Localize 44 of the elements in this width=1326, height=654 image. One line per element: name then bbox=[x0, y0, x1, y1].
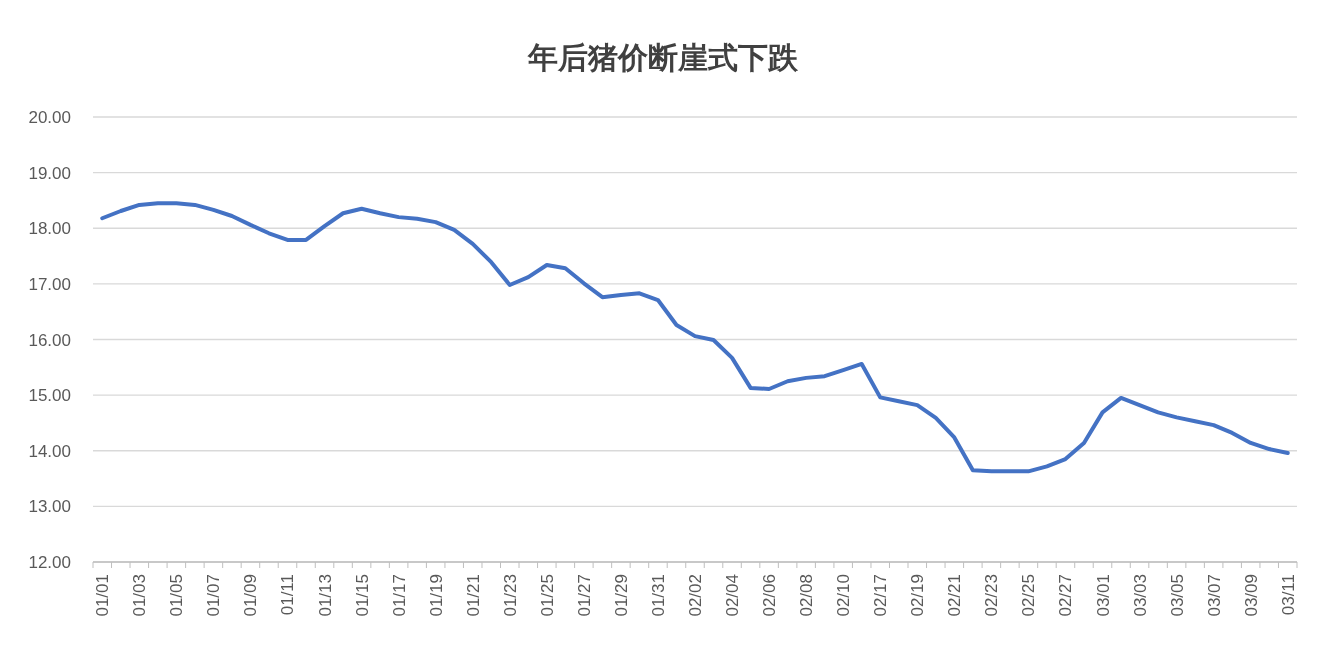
x-tick-label: 01/21 bbox=[463, 574, 483, 617]
x-tick-label: 01/25 bbox=[537, 574, 557, 617]
x-tick-label: 03/03 bbox=[1130, 574, 1150, 617]
y-tick-label: 18.00 bbox=[28, 219, 71, 239]
x-tick-label: 01/01 bbox=[93, 574, 113, 617]
x-tick-label: 01/15 bbox=[352, 574, 372, 617]
y-tick-label: 16.00 bbox=[28, 330, 71, 350]
x-tick-label: 02/19 bbox=[908, 574, 928, 617]
x-tick-label: 01/27 bbox=[574, 574, 594, 617]
x-tick-label: 03/11 bbox=[1278, 574, 1298, 616]
x-tick-label: 01/23 bbox=[500, 574, 520, 617]
x-tick-label: 01/05 bbox=[167, 574, 187, 617]
x-tick-label: 01/09 bbox=[241, 574, 261, 617]
y-tick-label: 13.00 bbox=[28, 497, 71, 517]
chart-title: 年后猪价断崖式下跌 bbox=[527, 41, 799, 74]
x-tick-label: 03/09 bbox=[1241, 574, 1261, 617]
x-tick-label: 02/27 bbox=[1056, 574, 1076, 617]
x-tick-label: 02/04 bbox=[723, 574, 743, 617]
x-tick-label: 02/02 bbox=[686, 574, 705, 617]
x-tick-label: 02/10 bbox=[834, 574, 854, 617]
x-tick-label: 01/11 bbox=[278, 574, 298, 616]
y-tick-label: 17.00 bbox=[28, 274, 71, 294]
y-tick-label: 19.00 bbox=[28, 163, 71, 183]
x-tick-label: 01/19 bbox=[426, 574, 446, 617]
x-tick-label: 02/23 bbox=[982, 574, 1002, 617]
x-tick-label: 02/06 bbox=[760, 574, 780, 617]
y-tick-label: 12.00 bbox=[28, 553, 71, 572]
x-tick-label: 03/01 bbox=[1093, 574, 1113, 617]
x-tick-label: 01/13 bbox=[315, 574, 335, 617]
x-tick-label: 01/29 bbox=[611, 574, 631, 617]
x-tick-label: 03/07 bbox=[1204, 574, 1224, 617]
x-tick-label: 02/21 bbox=[945, 574, 965, 617]
x-tick-label: 02/08 bbox=[797, 574, 817, 617]
x-tick-label: 01/07 bbox=[204, 574, 224, 617]
x-tick-label: 03/05 bbox=[1167, 574, 1187, 617]
y-tick-label: 14.00 bbox=[28, 441, 71, 461]
y-tick-label: 20.00 bbox=[28, 108, 71, 127]
x-tick-label: 01/31 bbox=[648, 574, 668, 617]
x-tick-label: 01/17 bbox=[389, 574, 409, 617]
x-tick-label: 02/17 bbox=[871, 574, 891, 617]
x-tick-label: 02/25 bbox=[1019, 574, 1039, 617]
y-tick-label: 15.00 bbox=[28, 386, 71, 406]
x-tick-label: 01/03 bbox=[130, 574, 150, 617]
line-series bbox=[100, 201, 1290, 474]
